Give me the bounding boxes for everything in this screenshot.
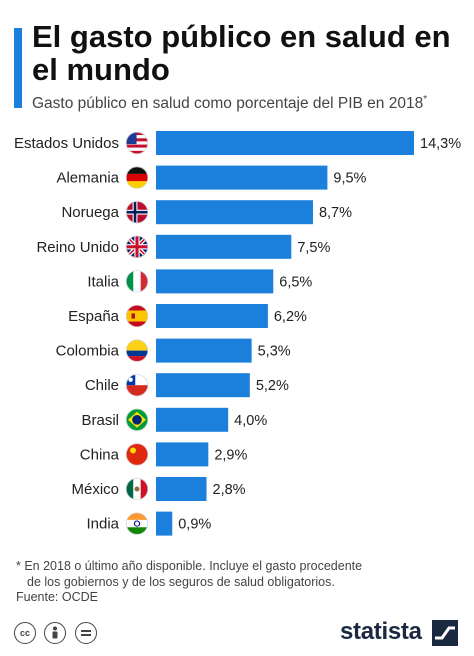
no-derivatives-icon xyxy=(74,622,97,644)
statista-logo-mark xyxy=(432,620,458,646)
value-label: 5,3% xyxy=(258,344,291,360)
statista-logo: statista xyxy=(340,618,422,645)
bar xyxy=(156,442,209,467)
category-label: Estados Unidos xyxy=(14,135,119,152)
bar xyxy=(156,511,173,536)
us-flag-icon xyxy=(126,132,149,155)
value-label: 7,5% xyxy=(297,240,330,256)
bar xyxy=(156,165,328,190)
value-label: 8,7% xyxy=(319,205,352,221)
footnote-line-2: de los gobiernos y de los seguros de sal… xyxy=(27,574,335,589)
category-label: Brasil xyxy=(81,412,119,429)
colombia-flag-icon xyxy=(126,339,149,362)
bar xyxy=(156,338,252,363)
value-label: 0,9% xyxy=(178,517,211,533)
uk-flag-icon xyxy=(126,235,149,258)
norway-flag-icon xyxy=(126,201,149,224)
bar xyxy=(156,304,268,328)
india-flag-icon xyxy=(126,512,149,535)
category-label: China xyxy=(80,446,120,463)
bar xyxy=(156,407,229,432)
footnote-line-1: * En 2018 o último año disponible. Inclu… xyxy=(16,559,363,573)
bar xyxy=(156,477,207,501)
value-label: 6,5% xyxy=(279,274,312,290)
brazil-flag-icon xyxy=(126,408,149,431)
bar xyxy=(156,200,313,225)
value-label: 4,0% xyxy=(234,413,267,429)
category-label: Italia xyxy=(87,273,119,290)
spain-flag-icon xyxy=(126,304,149,327)
bar-chart: Estados Unidos 14,3% Alemania 9,5% Noruega 8,… xyxy=(14,131,461,536)
germany-flag-icon xyxy=(126,166,149,189)
value-label: 9,5% xyxy=(333,171,366,187)
chile-flag-icon xyxy=(126,374,149,397)
category-label: Alemania xyxy=(56,170,119,187)
mexico-flag-icon xyxy=(126,477,149,500)
value-label: 2,8% xyxy=(213,482,246,498)
attribution-icon xyxy=(44,622,67,644)
china-flag-icon xyxy=(126,443,149,466)
page-title: El gasto público en salud en el mundo xyxy=(32,19,451,87)
category-label: Chile xyxy=(85,377,119,394)
subtitle-text: Gasto público en salud como porcentaje d… xyxy=(32,95,424,113)
bar xyxy=(156,373,250,398)
value-label: 2,9% xyxy=(214,447,247,463)
bar xyxy=(156,234,292,259)
category-label: España xyxy=(68,308,120,325)
subtitle: Gasto público en salud como porcentaje d… xyxy=(32,90,467,114)
value-label: 5,2% xyxy=(256,378,289,394)
category-label: India xyxy=(86,516,119,533)
italy-flag-icon xyxy=(126,270,149,293)
subtitle-footnote-mark: * xyxy=(423,94,428,105)
category-label: México xyxy=(71,481,119,498)
category-label: Noruega xyxy=(61,204,119,221)
category-label: Colombia xyxy=(56,343,120,360)
bar xyxy=(156,131,414,155)
source-note: Fuente: OCDE xyxy=(16,590,98,604)
value-label: 6,2% xyxy=(274,309,307,325)
license-icons: cc xyxy=(14,622,101,644)
bar xyxy=(156,269,274,294)
category-label: Reino Unido xyxy=(36,239,119,256)
cc-icon: cc xyxy=(14,622,36,644)
title-accent-bar xyxy=(14,28,22,108)
footnote: * En 2018 o último año disponible. Inclu… xyxy=(16,559,466,606)
value-label: 14,3% xyxy=(420,136,461,152)
